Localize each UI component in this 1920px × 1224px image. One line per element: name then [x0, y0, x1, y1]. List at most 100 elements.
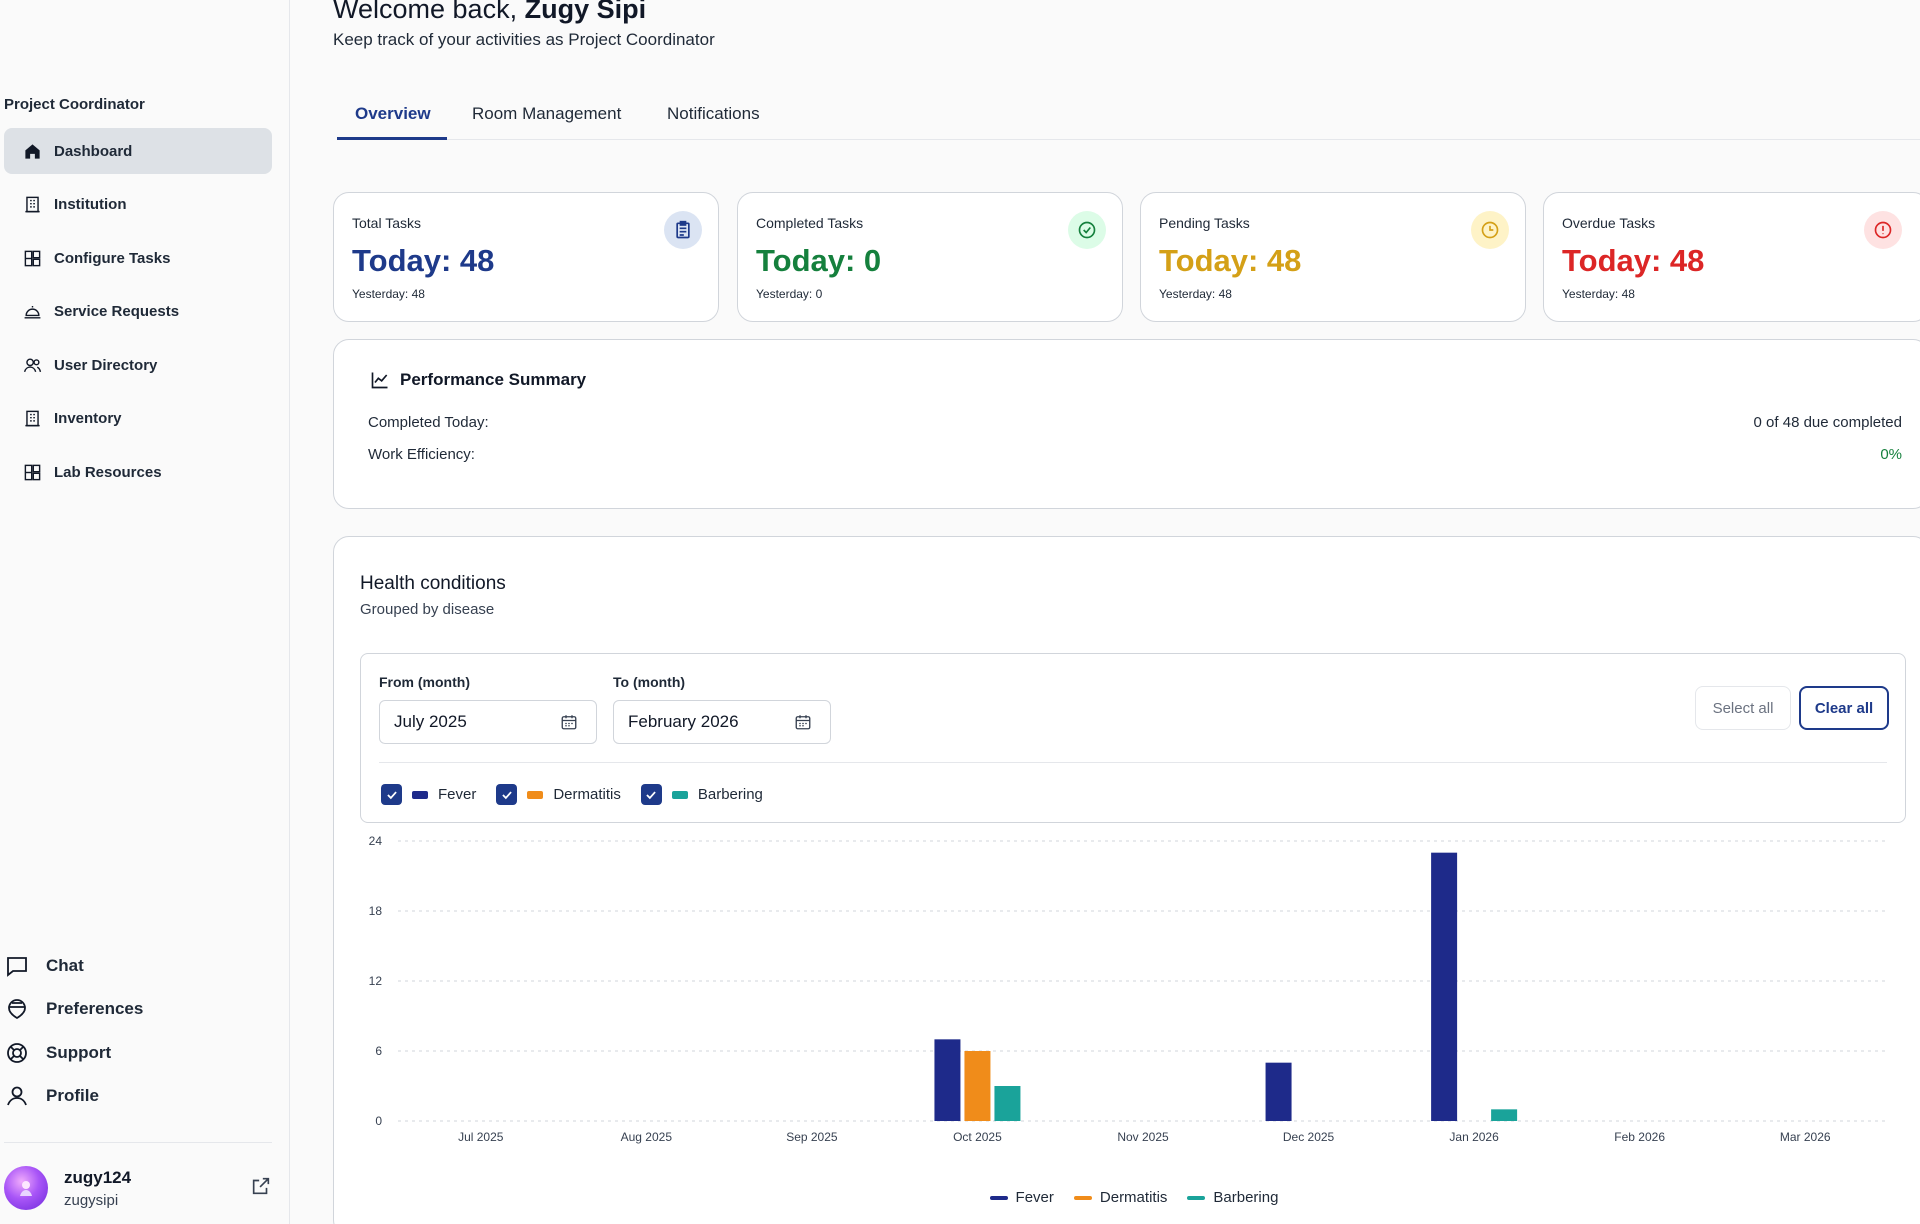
performance-summary-card: Performance Summary Completed Today: 0 o…	[333, 339, 1920, 509]
sidebar-item-label: Dashboard	[54, 142, 133, 160]
grid-icon	[22, 248, 42, 268]
tab-bar: Overview Room Management Notifications	[337, 96, 1920, 140]
chat-icon	[4, 953, 30, 979]
grid-icon	[22, 462, 42, 482]
clipboard-icon	[664, 211, 702, 249]
legend-swatch	[1187, 1195, 1206, 1200]
filter-label: Barbering	[697, 786, 763, 803]
x-tick-label: Jul 2025	[458, 1130, 504, 1144]
y-tick-label: 0	[375, 1114, 382, 1128]
clear-all-button[interactable]: Clear all	[1799, 686, 1889, 730]
user-profile-box[interactable]: zugy124 zugysipi	[4, 1163, 272, 1213]
users-icon	[22, 355, 42, 375]
sidebar-item-inventory[interactable]: Inventory	[4, 396, 272, 442]
sidebar-item-label: Support	[46, 1042, 112, 1062]
bar-barbering	[1491, 1109, 1518, 1121]
sidebar-item-lab-resources[interactable]: Lab Resources	[4, 449, 272, 495]
legend-item-dermatitis[interactable]: Dermatitis	[1073, 1189, 1168, 1206]
active-tab-indicator	[337, 137, 447, 140]
legend-swatch	[1073, 1195, 1092, 1200]
stat-card-completed-tasks: Completed Tasks Today: 0 Yesterday: 0	[737, 192, 1123, 322]
lifebuoy-icon	[4, 1040, 30, 1066]
stat-label: Overdue Tasks	[1562, 215, 1656, 231]
checkbox-checked[interactable]	[640, 784, 662, 805]
to-month-input[interactable]: February 2026	[613, 700, 831, 744]
sidebar-item-user-directory[interactable]: User Directory	[4, 342, 272, 388]
filter-fever[interactable]: Fever	[381, 784, 476, 805]
sidebar-item-preferences[interactable]: Preferences	[4, 988, 272, 1032]
stat-label: Completed Tasks	[756, 215, 864, 231]
stat-value: Today: 48	[352, 243, 495, 278]
legend-item-fever[interactable]: Fever	[989, 1189, 1054, 1206]
y-tick-label: 12	[369, 974, 383, 988]
sidebar-item-label: Service Requests	[54, 303, 180, 320]
checkbox-checked[interactable]	[496, 784, 518, 805]
performance-summary-title-text: Performance Summary	[400, 370, 587, 389]
bar-chart: 0 6 12 18 24 Jul 2025 Aug 2025 Sep 2025 Oct 2025…	[369, 834, 1888, 1144]
disease-filter-list: Fever Dermatitis Barbering	[381, 784, 783, 805]
sidebar-item-label: Inventory	[54, 410, 122, 427]
dermatitis-swatch	[527, 790, 544, 799]
select-all-button[interactable]: Select all	[1695, 686, 1791, 730]
welcome-user-name: Zugy Sipi	[524, 0, 647, 24]
to-month-value: February 2026	[628, 712, 739, 731]
welcome-prefix: Welcome back,	[333, 0, 518, 24]
health-conditions-card: Health conditions Grouped by disease Fro…	[333, 536, 1920, 1224]
sidebar-item-service-requests[interactable]: Service Requests	[4, 289, 272, 335]
stat-yesterday: Yesterday: 48	[352, 287, 425, 301]
sidebar-item-label: Institution	[54, 196, 127, 213]
stat-value: Today: 48	[1159, 243, 1302, 278]
checkbox-checked[interactable]	[381, 784, 402, 805]
stat-value: Today: 48	[1562, 243, 1705, 278]
external-link-icon[interactable]	[250, 1175, 272, 1197]
tab-overview[interactable]: Overview	[355, 104, 431, 123]
home-icon	[22, 141, 42, 161]
trend-chart-icon	[371, 372, 388, 389]
sidebar-item-label: Chat	[46, 955, 84, 975]
tab-notifications[interactable]: Notifications	[667, 104, 760, 123]
filter-dermatitis[interactable]: Dermatitis	[496, 784, 621, 805]
x-tick-label: Mar 2026	[1780, 1130, 1831, 1144]
health-conditions-subtitle: Grouped by disease	[360, 601, 495, 618]
bar-barbering	[994, 1086, 1021, 1121]
x-tick-label: Sep 2025	[786, 1130, 838, 1144]
sidebar-item-support[interactable]: Support	[4, 1031, 272, 1075]
health-conditions-title: Health conditions	[360, 573, 506, 594]
legend-item-barbering[interactable]: Barbering	[1187, 1189, 1278, 1206]
check-circle-icon	[1068, 211, 1106, 249]
perf-row-efficiency: Work Efficiency: 0%	[368, 446, 1902, 463]
chart-legend: Fever Dermatitis Barbering	[334, 1189, 1920, 1206]
sidebar-section-title: Project Coordinator	[4, 96, 145, 113]
stat-card-overdue-tasks: Overdue Tasks Today: 48 Yesterday: 48	[1543, 192, 1920, 322]
stat-card-total-tasks: Total Tasks Today: 48 Yesterday: 48	[333, 192, 719, 322]
filter-label: Dermatitis	[553, 786, 621, 803]
sidebar-nav: Dashboard Institution Configure Tasks Se…	[4, 128, 272, 503]
page-subtitle: Keep track of your activities as Project…	[333, 30, 715, 49]
sidebar-item-label: Configure Tasks	[54, 249, 171, 267]
calendar-icon[interactable]	[794, 713, 812, 731]
sidebar-item-profile[interactable]: Profile	[4, 1075, 272, 1119]
sidebar-item-configure-tasks[interactable]: Configure Tasks	[4, 235, 272, 281]
sidebar-item-dashboard[interactable]: Dashboard	[4, 128, 272, 174]
from-month-input[interactable]: July 2025	[379, 700, 597, 744]
sidebar-bottom-nav: Chat Preferences Support Profile	[4, 944, 272, 1118]
bar-fever	[934, 1039, 961, 1121]
legend-label: Fever	[1015, 1189, 1054, 1206]
bar-fever	[1431, 852, 1458, 1121]
perf-value: 0%	[1880, 446, 1902, 463]
legend-label: Dermatitis	[1099, 1189, 1168, 1206]
user-name: zugy124	[64, 1167, 132, 1187]
sidebar-item-chat[interactable]: Chat	[4, 944, 272, 988]
stat-value: Today: 0	[756, 243, 882, 278]
fever-swatch	[412, 790, 428, 799]
performance-summary-title: Performance Summary	[370, 370, 586, 390]
perf-row-completed: Completed Today: 0 of 48 due completed	[368, 414, 1902, 431]
preferences-icon	[4, 996, 30, 1022]
calendar-icon[interactable]	[560, 713, 578, 731]
bell-service-icon	[22, 302, 42, 322]
legend-swatch	[989, 1195, 1008, 1200]
filter-barbering[interactable]: Barbering	[640, 784, 763, 805]
alert-circle-icon	[1864, 211, 1902, 249]
sidebar-item-institution[interactable]: Institution	[4, 182, 272, 228]
tab-room-management[interactable]: Room Management	[472, 104, 622, 123]
